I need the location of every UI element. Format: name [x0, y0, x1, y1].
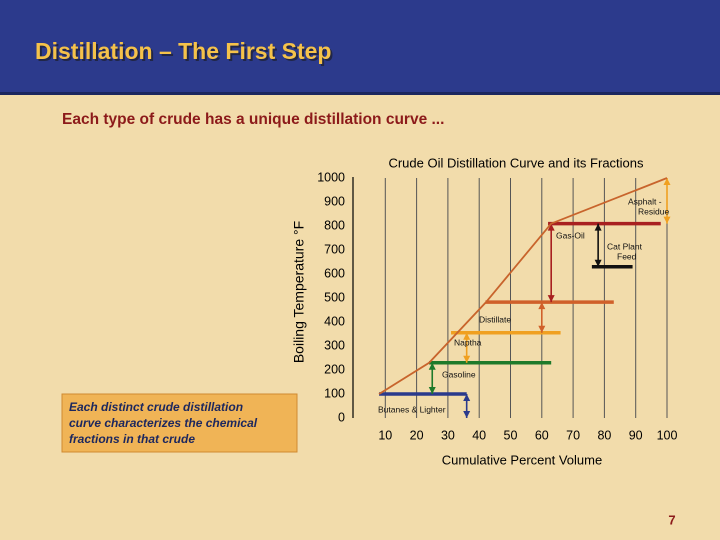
- y-tick-label: 600: [324, 266, 345, 280]
- fraction-label: Asphalt -: [628, 196, 662, 206]
- arrow-head: [463, 411, 471, 418]
- header-rule: [0, 92, 720, 95]
- x-tick-label: 80: [597, 428, 611, 442]
- x-tick-label: 30: [441, 428, 455, 442]
- callout-box: [61, 393, 298, 453]
- y-tick-label: 800: [324, 218, 345, 232]
- x-tick-label: 50: [504, 428, 518, 442]
- x-tick-label: 40: [472, 428, 486, 442]
- y-tick-label: 1000: [317, 170, 345, 184]
- y-tick-label: 700: [324, 242, 345, 256]
- fraction-label: Cat Plant: [607, 241, 643, 251]
- y-tick-label: 100: [324, 386, 345, 400]
- slide-title: Distillation – The First Step: [35, 38, 331, 64]
- arrow-head: [428, 387, 436, 394]
- y-tick-label: 300: [324, 338, 345, 352]
- fraction-label: Naptha: [454, 337, 482, 347]
- y-tick-label: 400: [324, 314, 345, 328]
- arrow-head: [547, 295, 555, 303]
- header-band: [0, 0, 720, 95]
- page-number: 7: [668, 512, 675, 527]
- fraction-label: Gas-Oil: [556, 230, 585, 240]
- arrow-head: [663, 178, 671, 185]
- x-tick-label: 100: [657, 428, 678, 442]
- arrow-head: [463, 394, 471, 401]
- fraction-label: Distillate: [479, 314, 511, 324]
- arrow-head: [463, 355, 471, 363]
- subtitle: Each type of crude has a unique distilla…: [62, 111, 444, 128]
- chart-title: Crude Oil Distillation Curve and its Fra…: [388, 155, 644, 170]
- y-tick-label: 900: [324, 194, 345, 208]
- fraction-label: Butanes & Lighter: [378, 404, 446, 414]
- fraction-label: Gasoline: [442, 369, 476, 379]
- callout-line: curve characterizes the chemical: [69, 416, 258, 430]
- x-tick-label: 20: [410, 428, 424, 442]
- x-tick-label: 10: [378, 428, 392, 442]
- arrow-head: [428, 362, 436, 370]
- x-axis-label: Cumulative Percent Volume: [442, 452, 602, 467]
- callout-line: Each distinct crude distillation: [69, 400, 243, 414]
- arrow-head: [547, 223, 555, 231]
- arrow-head: [594, 259, 602, 267]
- callout-line: fractions in that crude: [69, 432, 195, 446]
- y-tick-label: 200: [324, 362, 345, 376]
- arrow-head: [663, 216, 671, 224]
- x-tick-label: 90: [629, 428, 643, 442]
- distillation-curve: [378, 177, 668, 395]
- y-tick-label: 0: [338, 410, 345, 424]
- arrow-head: [594, 223, 602, 231]
- y-tick-label: 500: [324, 290, 345, 304]
- arrow-head: [463, 332, 471, 340]
- fraction-label: Residue: [638, 206, 669, 216]
- x-tick-label: 60: [535, 428, 549, 442]
- title-shadow: Distillation – The First Step: [37, 40, 333, 66]
- x-tick-label: 70: [566, 428, 580, 442]
- fraction-label: Feed: [617, 251, 637, 261]
- arrow-head: [538, 302, 546, 310]
- y-axis-label: Boiling Temperature °F: [291, 221, 307, 363]
- arrow-head: [538, 325, 546, 333]
